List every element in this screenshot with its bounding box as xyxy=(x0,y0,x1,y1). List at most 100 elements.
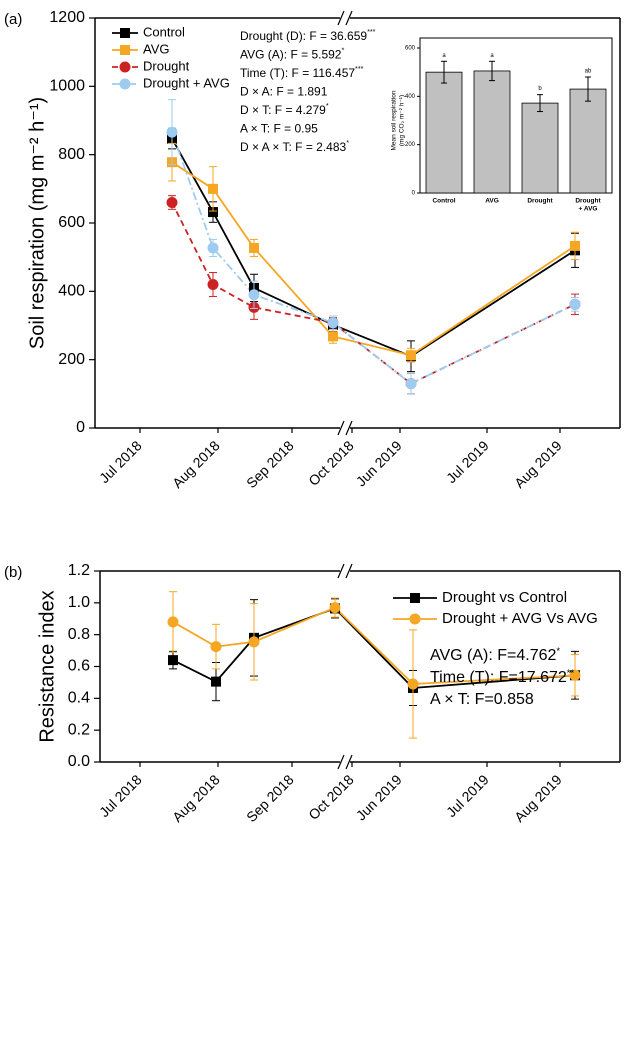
y-tick-label: 200 xyxy=(405,142,416,148)
y-tick-label: 400 xyxy=(405,94,416,100)
annotation: AVG (A): F = 5.592* xyxy=(240,45,344,61)
x-tick-label: Aug 2018 xyxy=(169,437,223,491)
marker xyxy=(249,242,259,253)
legend-label: AVG xyxy=(143,41,170,56)
y-tick-label: 1000 xyxy=(49,78,85,95)
bar xyxy=(473,70,511,194)
axis-break xyxy=(337,420,345,436)
marker xyxy=(210,641,222,653)
marker xyxy=(119,78,131,90)
axis-break xyxy=(345,420,353,436)
annotation: D × T: F = 4.279* xyxy=(240,101,329,117)
series-line xyxy=(172,606,576,685)
x-tick-label: Aug 2018 xyxy=(169,771,223,825)
inset-frame xyxy=(419,37,613,194)
annotation-text: Time (T): F = 116.457 xyxy=(240,66,355,80)
annotation-text: Time (T): F=17.672 xyxy=(430,669,567,686)
annotation: D × A × T: F = 2.483* xyxy=(240,138,349,154)
marker xyxy=(329,602,341,614)
marker xyxy=(327,317,339,329)
axis-break xyxy=(337,563,345,579)
x-tick-label: Jul 2018 xyxy=(96,771,145,820)
annotation-text: Drought (D): F = 36.659 xyxy=(240,29,367,43)
marker xyxy=(167,616,179,628)
x-tick-label: + AVG xyxy=(579,206,598,213)
marker xyxy=(405,378,417,390)
x-tick-label: Aug 2019 xyxy=(511,437,565,491)
legend-label: Drought + AVG xyxy=(143,75,230,90)
y-tick-label: 600 xyxy=(405,46,416,52)
y-tick-label: 0.0 xyxy=(68,753,90,770)
x-tick-label: Drought xyxy=(527,198,553,205)
axis-break xyxy=(337,10,345,26)
annotation-sig: *** xyxy=(367,27,376,36)
series-line xyxy=(171,161,576,357)
axis-break xyxy=(345,10,353,26)
x-tick-label: AVG xyxy=(485,198,499,205)
marker xyxy=(248,636,260,648)
annotation-text: AVG (A): F=4.762 xyxy=(430,647,557,664)
marker xyxy=(328,331,338,342)
legend-label: Drought vs Control xyxy=(442,589,567,606)
x-tick-label: Sep 2018 xyxy=(243,437,297,491)
marker xyxy=(211,676,221,687)
marker xyxy=(569,669,581,681)
marker xyxy=(207,279,219,290)
marker xyxy=(406,350,416,361)
y-tick-label: 0.4 xyxy=(68,690,90,707)
marker xyxy=(166,197,178,208)
legend-label: Control xyxy=(143,24,185,39)
significance-letter: a xyxy=(442,53,446,59)
annotation-sig: ** xyxy=(567,668,575,679)
x-tick-label: Oct 2018 xyxy=(305,437,357,489)
marker xyxy=(407,678,419,690)
marker xyxy=(166,126,178,138)
y-tick-label: 1200 xyxy=(49,9,85,26)
significance-letter: b xyxy=(538,86,542,92)
series-line xyxy=(172,607,576,689)
y-tick-label: 0.2 xyxy=(68,721,90,738)
y-tick-label: 400 xyxy=(58,283,85,300)
marker xyxy=(168,655,178,666)
annotation-sig: * xyxy=(341,45,344,54)
bar xyxy=(521,102,559,194)
y-axis-label: Resistance index xyxy=(36,590,58,742)
x-tick-label: Jun 2019 xyxy=(353,771,405,823)
y-tick-label: 0.6 xyxy=(68,658,90,675)
marker xyxy=(569,298,581,310)
y-tick-label: 200 xyxy=(58,351,85,368)
marker xyxy=(120,45,130,55)
x-tick-label: Jul 2019 xyxy=(443,771,492,820)
series-line xyxy=(171,138,576,358)
annotation-sig: *** xyxy=(355,64,364,73)
x-tick-label: Jul 2018 xyxy=(96,437,145,486)
annotation-sig: * xyxy=(326,101,329,110)
series-line xyxy=(171,131,576,385)
y-tick-label: 1.2 xyxy=(68,562,90,579)
legend-label: Drought xyxy=(143,58,190,73)
y-tick-label: 800 xyxy=(58,146,85,163)
axis-break xyxy=(345,563,353,579)
annotation-text: A × T: F=0.858 xyxy=(430,691,534,708)
x-tick-label: Jul 2019 xyxy=(443,437,492,486)
x-tick-label: Control xyxy=(432,198,455,205)
annotation: Drought (D): F = 36.659*** xyxy=(240,27,376,43)
annotation-sig: * xyxy=(556,646,560,657)
marker xyxy=(410,593,420,603)
axis-break xyxy=(345,754,353,770)
annotation-text: A × T: F = 0.95 xyxy=(240,122,318,136)
annotation: Time (T): F=17.672** xyxy=(430,668,575,687)
x-tick-label: Sep 2018 xyxy=(243,771,297,825)
x-tick-label: Jun 2019 xyxy=(353,437,405,489)
marker xyxy=(248,289,260,301)
panel-label: (b) xyxy=(4,564,22,581)
y-axis-label: Mean soil respiration xyxy=(391,90,398,150)
series-line xyxy=(171,202,576,385)
annotation-text: AVG (A): F = 5.592 xyxy=(240,48,342,62)
x-tick-label: Aug 2019 xyxy=(511,771,565,825)
y-axis-label: (mg CO₂ m⁻² h⁻¹) xyxy=(399,95,406,146)
x-tick-label: Oct 2018 xyxy=(305,771,357,823)
panel-label: (a) xyxy=(4,11,22,28)
